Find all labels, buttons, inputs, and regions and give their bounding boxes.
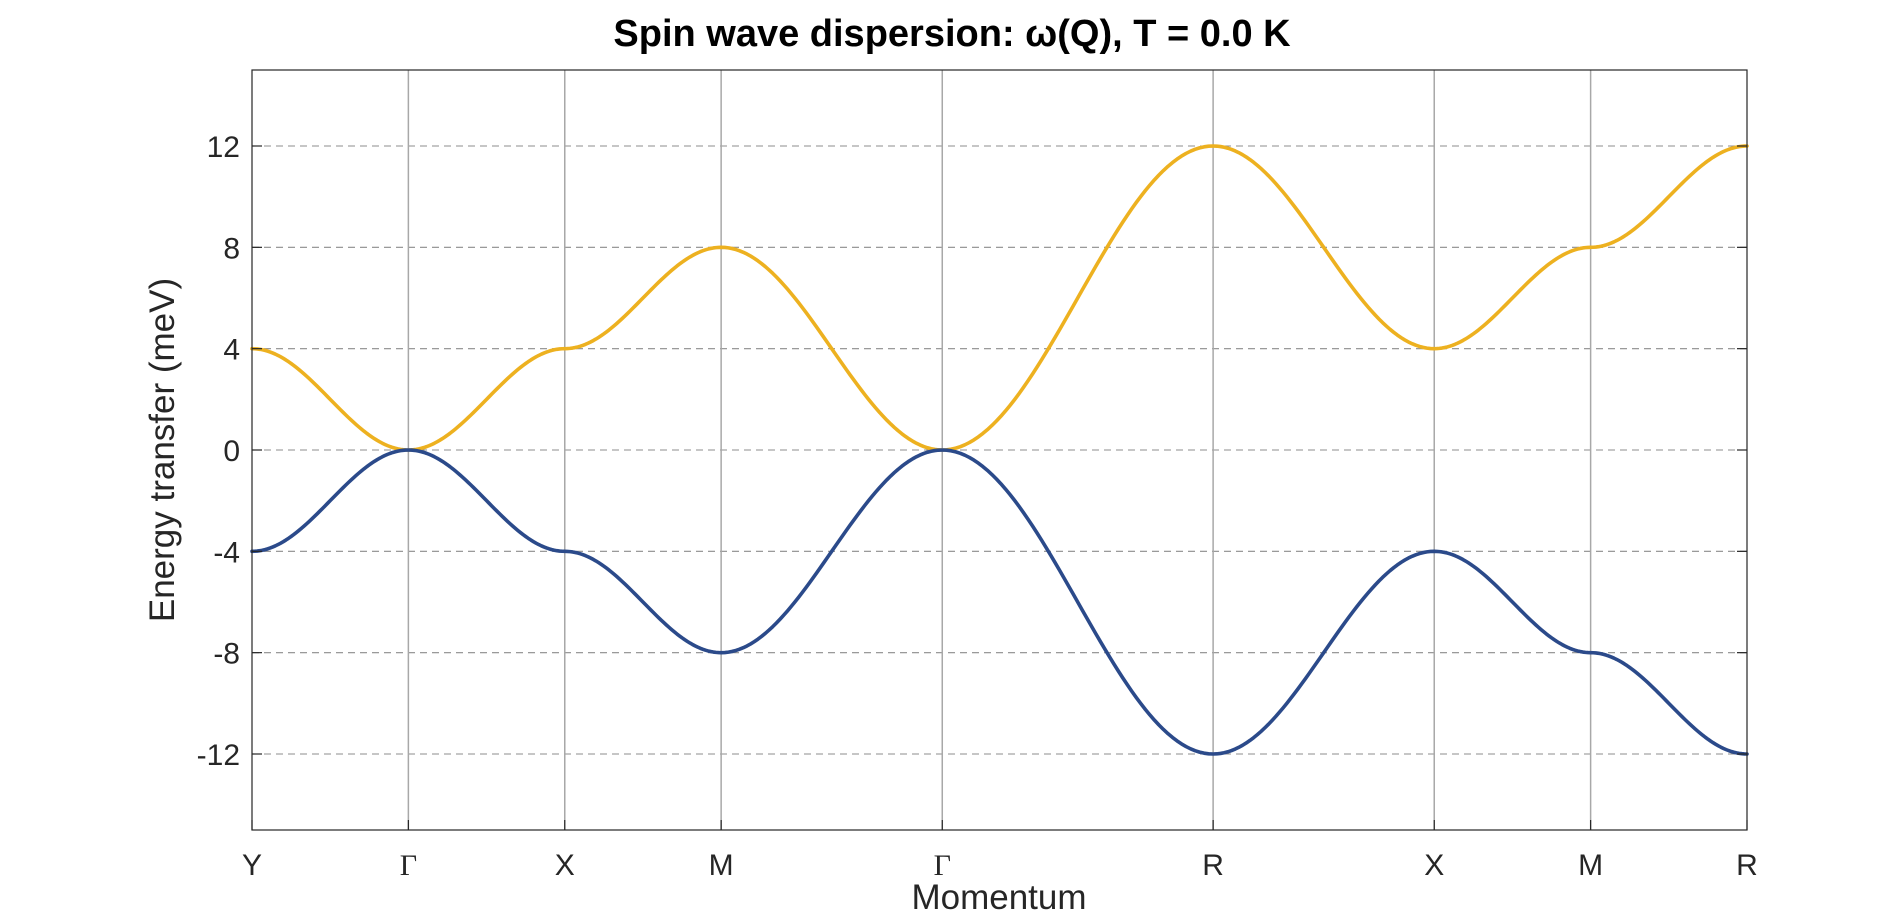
grid	[252, 70, 1747, 830]
y-tick-label: 4	[223, 334, 240, 367]
y-axis: -12 -8 -4 0 4 8 12	[197, 131, 1747, 772]
x-tick-label: Γ	[400, 849, 417, 882]
dispersion-branch	[250, 448, 1749, 756]
x-tick-label: R	[1736, 849, 1758, 882]
y-tick-label: 8	[223, 232, 240, 265]
dispersion-branch	[250, 144, 1749, 452]
x-tick-label: M	[1578, 849, 1603, 882]
y-tick-label: 0	[223, 435, 240, 468]
y-tick-label: -12	[197, 739, 240, 772]
y-axis-label: Energy transfer (meV)	[143, 278, 182, 622]
y-tick-label: -8	[213, 638, 240, 671]
x-tick-label: R	[1202, 849, 1224, 882]
dispersion-curves	[250, 144, 1749, 756]
x-axis-label: Momentum	[911, 878, 1086, 917]
x-tick-label: X	[1424, 849, 1444, 882]
y-tick-label: 12	[207, 131, 240, 164]
chart-title: Spin wave dispersion: ω(Q), T = 0.0 K	[613, 13, 1291, 55]
y-tick-label: -4	[213, 536, 240, 569]
x-tick-label: Γ	[934, 849, 951, 882]
x-tick-label: Y	[242, 849, 262, 882]
x-tick-label: X	[555, 849, 575, 882]
x-tick-label: M	[709, 849, 734, 882]
